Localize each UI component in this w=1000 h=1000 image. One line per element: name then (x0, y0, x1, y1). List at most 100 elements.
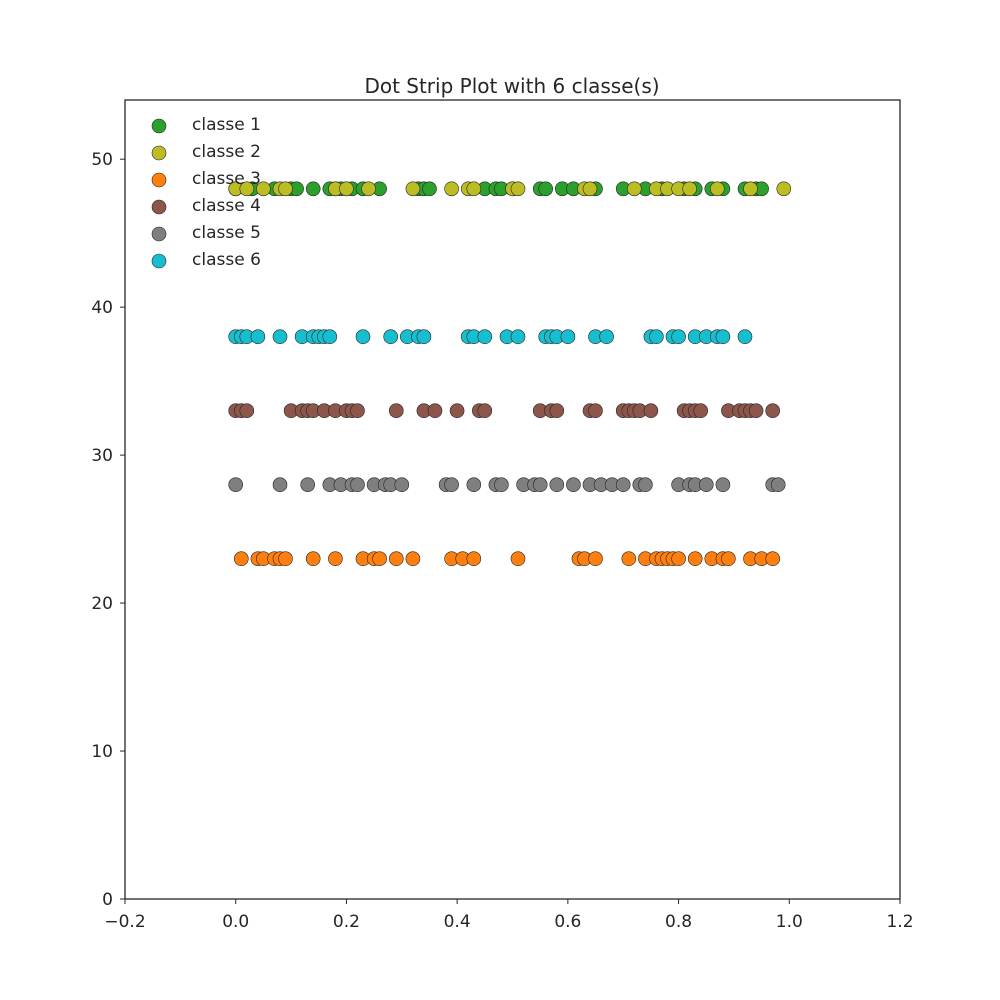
legend-label: classe 3 (192, 169, 261, 189)
point-series-4-38 (765, 403, 781, 419)
point-series-5-34 (770, 477, 786, 493)
point-series-2-24 (776, 181, 792, 197)
x-tick-label: 1.2 (886, 912, 913, 932)
y-tick-label: 20 (91, 594, 113, 614)
point-series-3-6 (278, 551, 293, 567)
x-tick-label: 0.4 (444, 912, 471, 932)
point-series-2-2 (239, 181, 255, 197)
y-tick-label: 30 (91, 446, 113, 466)
legend-marker (151, 253, 167, 269)
point-series-4-28 (643, 403, 659, 419)
point-series-6-4 (250, 329, 266, 345)
y-tick-label: 50 (91, 150, 113, 170)
point-series-4-15 (427, 403, 443, 419)
point-series-3-8 (328, 551, 343, 567)
x-tick-label: −0.2 (104, 912, 145, 932)
x-tick-label: 0.8 (665, 912, 692, 932)
point-series-3-16 (466, 551, 482, 567)
legend-label: classe 5 (192, 223, 261, 243)
point-series-5-7 (350, 477, 365, 493)
legend-item-2: classe 2 (151, 142, 261, 162)
chart-title: Dot Strip Plot with 6 classe(s) (364, 74, 659, 98)
point-series-5-32 (715, 477, 731, 493)
plot-frame (124, 99, 901, 900)
point-series-1-16 (422, 181, 437, 197)
series-5 (228, 477, 786, 493)
point-series-5-13 (444, 477, 459, 493)
point-series-3-27 (671, 551, 686, 567)
point-series-5-25 (615, 477, 631, 493)
x-axis: −0.2 0.0 0.2 0.4 0.6 0.8 1.0 1.2 (104, 899, 914, 932)
series-3 (234, 551, 781, 567)
y-tick-label: 40 (91, 298, 113, 318)
point-series-5-11 (394, 477, 410, 493)
point-series-4-16 (449, 403, 465, 419)
point-series-6-20 (510, 329, 526, 345)
series-4 (228, 403, 781, 419)
point-series-2-23 (743, 181, 758, 197)
legend-item-4: classe 4 (151, 196, 261, 216)
y-tick-label: 10 (91, 742, 113, 762)
point-series-3-13 (405, 551, 421, 567)
legend-label: classe 4 (192, 196, 261, 216)
point-series-3-17 (510, 551, 526, 567)
legend-marker (151, 199, 167, 215)
point-series-6-24 (560, 329, 576, 345)
point-series-2-16 (582, 181, 598, 197)
point-series-3-28 (687, 551, 703, 567)
point-series-5-3 (300, 477, 316, 493)
point-series-1-22 (538, 181, 554, 197)
point-series-5-31 (698, 477, 714, 493)
point-series-5-27 (638, 477, 653, 493)
point-series-6-35 (737, 329, 753, 345)
x-tick-label: 0.0 (222, 912, 249, 932)
point-series-2-14 (510, 181, 526, 197)
legend-marker (151, 226, 167, 242)
point-series-2-3 (256, 181, 271, 197)
y-axis: 0 10 20 30 40 50 (91, 150, 125, 910)
legend-label: classe 2 (192, 142, 261, 162)
point-series-2-8 (361, 181, 376, 197)
point-series-2-21 (682, 181, 697, 197)
point-series-6-30 (671, 329, 686, 345)
point-series-3-21 (621, 551, 637, 567)
point-series-2-22 (709, 181, 725, 197)
point-series-6-15 (416, 329, 432, 345)
point-series-5-2 (272, 477, 288, 493)
x-tick-label: 0.2 (333, 912, 360, 932)
point-series-4-18 (477, 403, 493, 419)
point-series-5-19 (532, 477, 548, 493)
point-series-3-31 (721, 551, 736, 567)
point-series-2-17 (626, 181, 642, 197)
series-2 (228, 181, 792, 197)
point-series-5-16 (494, 477, 509, 493)
point-series-6-5 (272, 329, 288, 345)
point-series-6-18 (477, 329, 493, 345)
x-tick-label: 0.6 (554, 912, 581, 932)
point-series-5-14 (466, 477, 482, 493)
point-series-3-34 (765, 551, 781, 567)
legend-label: classe 6 (192, 250, 261, 270)
point-series-3-1 (234, 551, 249, 567)
point-series-5-1 (228, 477, 243, 493)
point-series-6-12 (383, 329, 399, 345)
point-series-4-23 (588, 403, 603, 419)
point-series-4-12 (350, 403, 365, 419)
point-series-2-10 (444, 181, 459, 197)
points-layer (228, 181, 792, 567)
point-series-4-21 (549, 403, 565, 419)
legend-marker (151, 145, 167, 161)
legend-item-5: classe 5 (151, 223, 261, 243)
legend-marker (151, 172, 167, 188)
point-series-2-5 (278, 181, 293, 197)
legend: classe 1 classe 2 classe 3 classe 4 classe 5… (151, 115, 261, 270)
point-series-4-13 (388, 403, 404, 419)
legend-item-6: classe 6 (151, 250, 261, 270)
point-series-3-7 (305, 551, 321, 567)
x-tick-label: 1.0 (776, 912, 803, 932)
legend-item-3: classe 3 (151, 169, 261, 189)
point-series-4-32 (693, 403, 709, 419)
legend-item-1: classe 1 (151, 115, 261, 135)
